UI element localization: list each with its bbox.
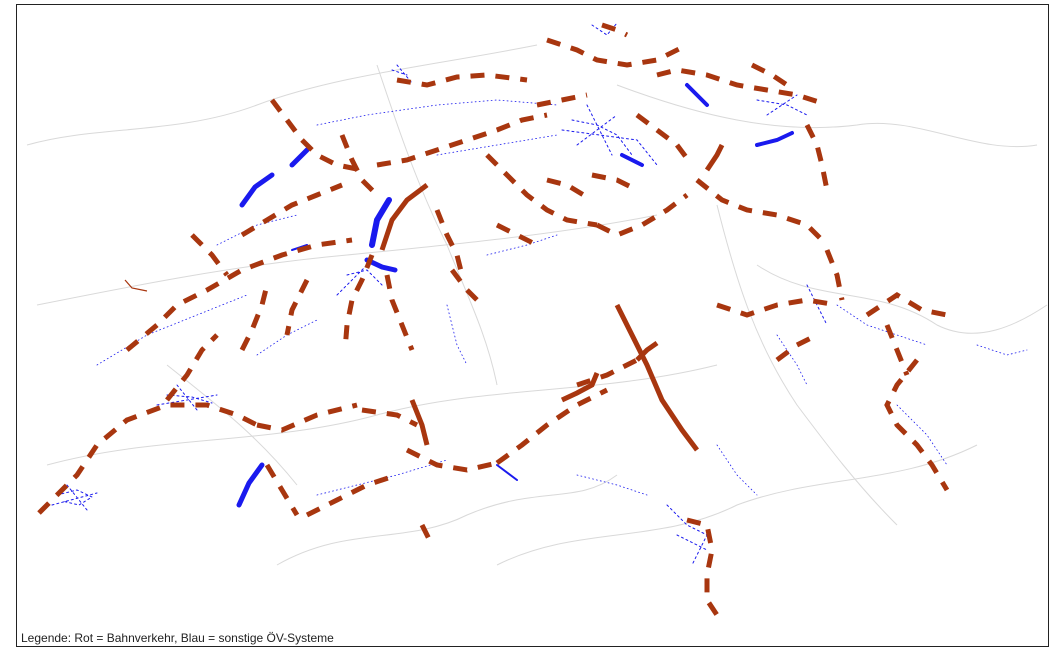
map-frame: Legende: Rot = Bahnverkehr, Blau = sonst… xyxy=(16,4,1049,647)
base-road xyxy=(46,364,718,466)
base-road xyxy=(36,214,658,306)
blue-line xyxy=(716,444,758,496)
rail-line xyxy=(546,37,689,68)
rail-line xyxy=(495,222,539,248)
rail-line xyxy=(495,387,609,466)
base-road xyxy=(276,474,618,566)
rail-line xyxy=(536,92,588,108)
cluster-stgallen xyxy=(756,94,808,116)
blue-lake-line xyxy=(755,131,794,147)
rail-thin-branch xyxy=(124,279,148,292)
blue-lake-line xyxy=(496,464,518,481)
rail-line xyxy=(37,402,259,515)
blue-line xyxy=(776,334,808,386)
rail-line xyxy=(396,72,528,88)
blue-line xyxy=(216,214,298,246)
rail-line xyxy=(125,237,353,352)
rail-line xyxy=(419,523,435,547)
rail-line xyxy=(339,134,379,197)
base-road xyxy=(756,264,1048,334)
rail-line xyxy=(865,292,948,318)
cluster-geneva xyxy=(51,484,98,511)
rail-line xyxy=(601,22,629,38)
rail-line xyxy=(190,233,229,277)
cluster-lausanne xyxy=(156,384,218,411)
base-network-layer xyxy=(26,44,1048,566)
rail-line xyxy=(595,193,689,238)
rail-line xyxy=(342,254,375,351)
blue-lake-line xyxy=(369,197,392,248)
map-legend: Legende: Rot = Bahnverkehr, Blau = sonst… xyxy=(21,631,334,645)
rail-line xyxy=(884,358,950,492)
rail-gotthard xyxy=(614,303,699,452)
rail-line xyxy=(361,407,419,428)
rail-layer xyxy=(37,22,950,617)
other-transit-layer xyxy=(51,22,1028,566)
base-road xyxy=(716,204,898,526)
blue-line xyxy=(836,304,928,346)
rail-line xyxy=(239,284,270,352)
rail-line xyxy=(376,112,548,168)
rail-line xyxy=(240,182,343,238)
rail-line xyxy=(270,98,363,173)
rail-line xyxy=(750,62,789,88)
blue-line xyxy=(446,304,468,366)
rail-line xyxy=(405,447,498,473)
rail-loetschberg xyxy=(409,399,430,446)
rail-line xyxy=(635,113,694,167)
blue-line xyxy=(976,344,1028,356)
blue-line xyxy=(256,319,318,356)
blue-line xyxy=(316,459,448,496)
rail-line xyxy=(434,209,465,276)
rail-line xyxy=(305,472,398,518)
rail-dashed-lines xyxy=(37,22,950,617)
blue-lake-line xyxy=(239,172,275,208)
rail-line xyxy=(884,324,910,376)
base-road xyxy=(376,64,498,386)
rail-line xyxy=(284,278,310,336)
network-map[interactable] xyxy=(17,5,1050,648)
blue-lake-line xyxy=(236,462,265,508)
cluster-zurich xyxy=(561,104,658,166)
rail-line xyxy=(686,517,720,617)
blue-line xyxy=(486,234,558,256)
blue-urban-clusters xyxy=(51,22,828,566)
base-road xyxy=(496,444,978,566)
rail-ticino xyxy=(635,340,659,362)
rail-line xyxy=(576,357,639,388)
rail-solid-lines xyxy=(379,143,725,452)
rail-line xyxy=(485,153,598,228)
rail-line xyxy=(775,332,819,362)
cluster-lugano xyxy=(666,504,708,566)
blue-lake-line xyxy=(685,83,709,107)
blue-line xyxy=(436,134,558,156)
rail-line xyxy=(165,333,219,402)
blue-lake-line xyxy=(289,147,310,168)
blue-line xyxy=(896,404,948,466)
blue-line xyxy=(576,474,648,496)
rail-south xyxy=(560,372,600,403)
rail-line xyxy=(450,268,484,307)
blue-lake-line xyxy=(620,153,644,167)
rail-line xyxy=(384,274,415,351)
rail-line xyxy=(804,123,830,191)
rail-line xyxy=(824,249,845,301)
rail-jura-foot xyxy=(379,183,429,251)
blue-regional-lines xyxy=(96,99,1028,496)
rail-line xyxy=(546,177,594,203)
blue-lake-line xyxy=(364,257,398,273)
rail-line xyxy=(591,172,639,193)
rail-line xyxy=(695,178,829,247)
rail-line xyxy=(656,67,823,106)
rail-line xyxy=(256,402,358,433)
blue-line xyxy=(96,294,248,366)
base-road xyxy=(166,364,298,486)
rail-line xyxy=(264,463,300,517)
rail-east xyxy=(704,143,725,172)
rail-line xyxy=(716,297,838,318)
base-road xyxy=(26,44,538,146)
cluster-schaffhausen xyxy=(591,22,618,36)
cluster-chur xyxy=(806,284,828,326)
base-road xyxy=(616,84,1038,148)
